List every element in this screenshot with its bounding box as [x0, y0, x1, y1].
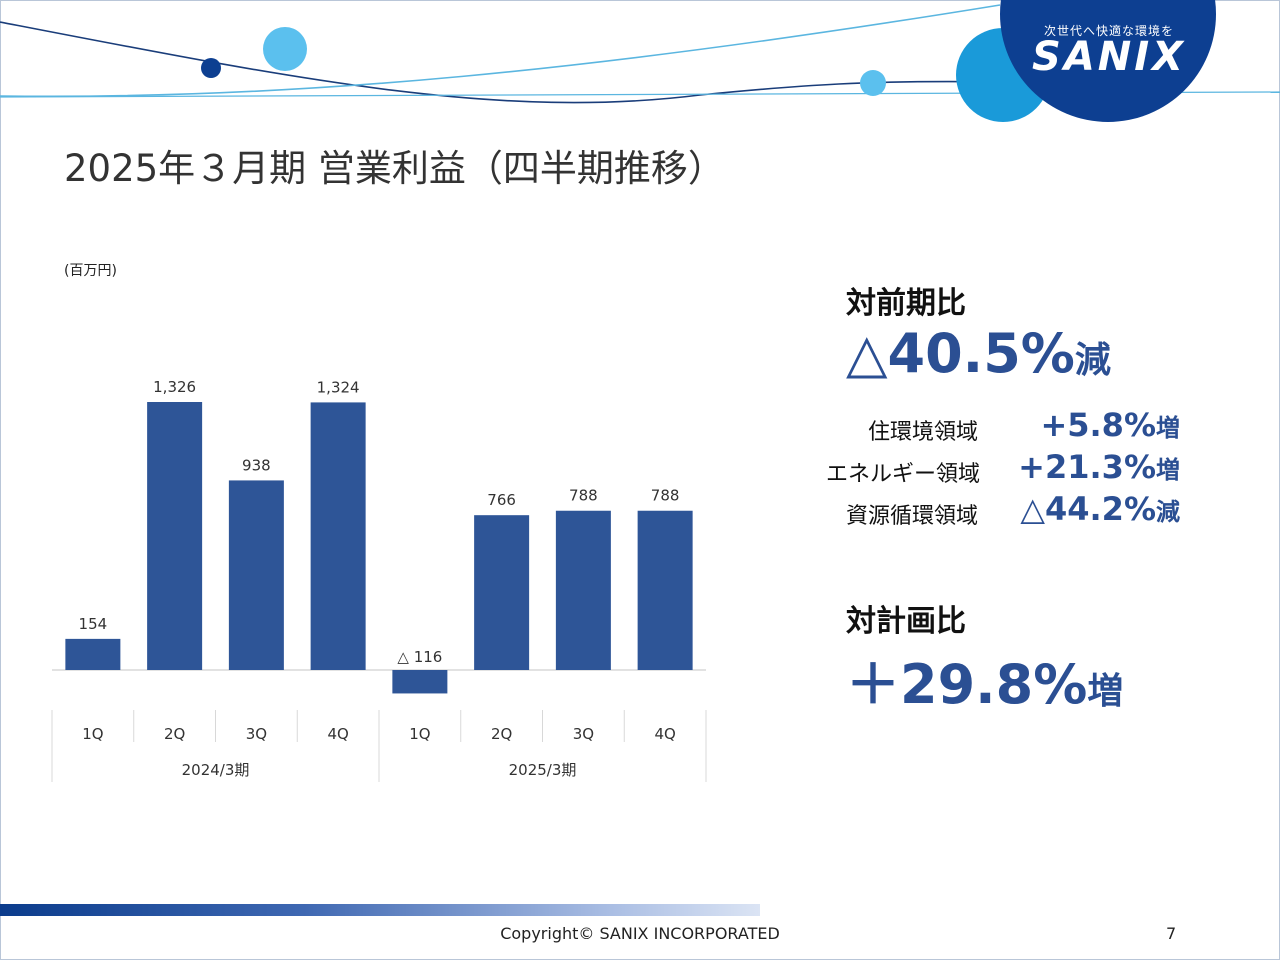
prev-year-value-number: △40.5% — [846, 322, 1075, 385]
bar — [637, 510, 693, 670]
data-label: 766 — [487, 491, 516, 509]
segment-value-number: +21.3% — [1018, 448, 1156, 486]
group-label: 2025/3期 — [509, 761, 577, 779]
bar — [310, 402, 366, 670]
copyright: Copyright© SANIX INCORPORATED — [500, 924, 780, 943]
tick-label: 3Q — [246, 725, 267, 743]
segment-label: 住環境領域 — [867, 420, 978, 445]
prev-year-heading: 対前期比 — [846, 286, 966, 321]
segment-label: エネルギー領域 — [826, 462, 981, 487]
header-decoration — [0, 0, 1280, 122]
data-label: 788 — [569, 487, 598, 505]
logo-name: SANIX — [1032, 34, 1186, 80]
unit-label: (百万円) — [64, 263, 117, 279]
tick-label: 2Q — [164, 725, 185, 743]
deco-circle-dark — [201, 58, 221, 78]
data-label: 154 — [79, 615, 108, 633]
data-label: △ 116 — [397, 648, 442, 666]
segment-value-suffix: 増 — [1156, 414, 1180, 442]
segment-row-energy: エネルギー領域 +21.3%増 — [826, 448, 1180, 488]
segment-value-number: +5.8% — [1040, 406, 1156, 444]
bar — [555, 510, 611, 670]
plan-heading: 対計画比 — [846, 604, 966, 639]
data-label: 788 — [651, 487, 680, 505]
data-label: 1,324 — [317, 378, 360, 396]
segment-value: △44.2%減 — [1020, 490, 1180, 528]
deco-circle-small — [860, 70, 886, 96]
segment-value: +5.8%増 — [1040, 406, 1180, 444]
bar — [65, 638, 121, 670]
page-number: 7 — [1166, 924, 1177, 943]
header-curve-dark — [0, 21, 1001, 104]
deco-circle-light — [263, 27, 307, 71]
plan-value: ＋29.8%増 — [846, 640, 1123, 719]
bar — [228, 480, 284, 670]
bar — [392, 670, 448, 694]
segment-value-suffix: 増 — [1156, 456, 1180, 484]
tick-label: 1Q — [409, 725, 430, 743]
tick-label: 4Q — [327, 725, 348, 743]
segment-value-number: △44.2% — [1020, 490, 1156, 528]
plan-value-number: ＋29.8% — [846, 653, 1088, 716]
bar — [474, 515, 530, 670]
logo-tagline: 次世代へ快適な環境を — [1043, 24, 1174, 38]
page-title: 2025年３月期 営業利益（四半期推移） — [64, 147, 725, 190]
header-curve-light — [0, 4, 1001, 98]
segment-label: 資源循環領域 — [845, 504, 978, 529]
segment-value-suffix: 減 — [1156, 498, 1180, 526]
footer-gradient-bar — [0, 904, 760, 916]
bar — [147, 402, 203, 670]
logo-circle — [1000, 0, 1216, 122]
group-label: 2024/3期 — [182, 761, 250, 779]
tick-label: 3Q — [573, 725, 594, 743]
prev-year-value-suffix: 減 — [1074, 340, 1111, 381]
prev-year-value: △40.5%減 — [846, 322, 1111, 385]
data-label: 938 — [242, 456, 271, 474]
operating-profit-chart: 154 1Q 1,326 2Q 938 3Q 1,324 4Q △ 116 1Q 766 2Q 788 3… — [51, 378, 707, 782]
segment-value: +21.3%増 — [1018, 448, 1180, 486]
sanix-logo: 次世代へ快適な環境を SANIX — [1002, 0, 1216, 120]
tick-label: 2Q — [491, 725, 512, 743]
tick-label: 4Q — [654, 725, 675, 743]
plan-value-suffix: 増 — [1087, 671, 1124, 712]
segment-row-resource: 資源循環領域 △44.2%減 — [826, 490, 1180, 530]
data-label: 1,326 — [153, 378, 196, 396]
tick-label: 1Q — [82, 725, 103, 743]
segment-row-housing: 住環境領域 +5.8%増 — [826, 406, 1180, 446]
